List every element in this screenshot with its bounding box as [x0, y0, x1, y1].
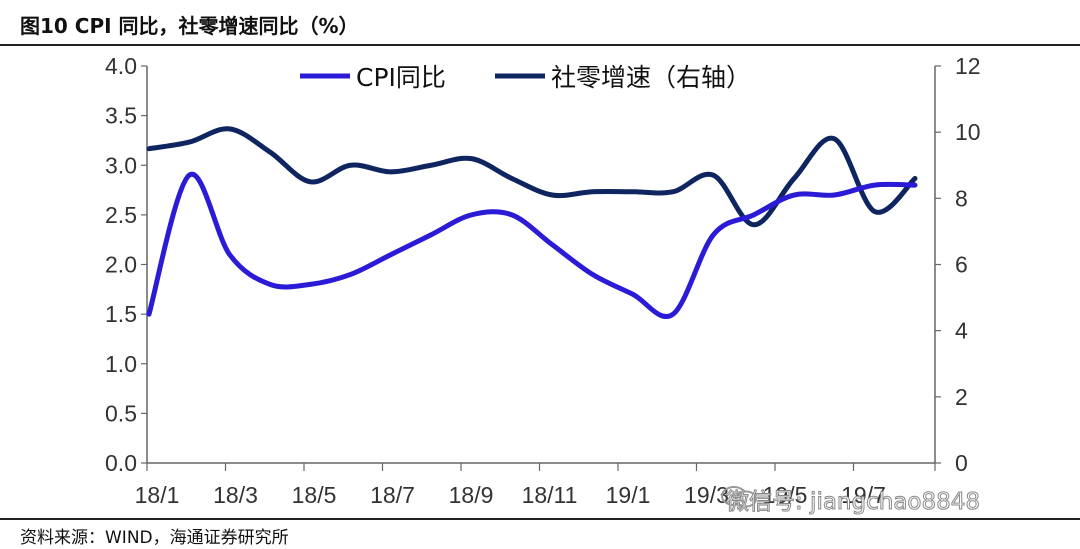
x-tick-label: 18/5	[292, 482, 337, 508]
x-tick-label: 18/1	[135, 482, 180, 508]
chart-title: 图10 CPI 同比，社零增速同比（%）	[20, 14, 359, 38]
bottom-divider	[0, 518, 1080, 520]
y-right-tick-label: 10	[955, 119, 981, 145]
x-tick-label: 19/7	[841, 482, 886, 508]
y-left-tick-label: 4.0	[105, 53, 137, 79]
y-left-tick-label: 1.0	[105, 351, 137, 377]
y-right-tick-label: 2	[955, 384, 968, 410]
x-tick-label: 19/5	[763, 482, 808, 508]
series-group	[146, 126, 918, 319]
y-right-tick-label: 6	[955, 252, 968, 278]
legend-label-retail: 社零增速（右轴）	[551, 63, 751, 92]
series-line-retail-sales	[146, 126, 918, 228]
y-left-tick-label: 2.5	[105, 202, 137, 228]
x-tick-label: 19/1	[606, 482, 651, 508]
y-left-tick-label: 3.0	[105, 152, 137, 178]
y-right-tick-label: 0	[955, 450, 968, 476]
title-bar: 图10 CPI 同比，社零增速同比（%）	[0, 0, 1080, 44]
y-right-tick-label: 4	[955, 318, 968, 344]
series-line-cpi	[146, 171, 918, 319]
watermark-text: 微信号: jiangchao8848	[725, 489, 981, 516]
line-chart: 0.0 0.5 1.0 1.5 2.0 2.5 3.0 3.5 4.0 0 2 4 6 8 10 12 18/1…	[105, 53, 981, 508]
y-left-tick-label: 0.5	[105, 400, 137, 426]
y-left-tick-label: 3.5	[105, 103, 137, 129]
x-tick-label: 18/9	[449, 482, 494, 508]
y-right-tick-label: 12	[955, 53, 981, 79]
y-left-tick-label: 0.0	[105, 450, 137, 476]
top-divider	[0, 44, 1080, 46]
y-right-tick-label: 8	[955, 185, 968, 211]
x-tick-label: 18/11	[522, 482, 578, 508]
wechat-icon	[720, 484, 760, 510]
source-note: 资料来源：WIND，海通证券研究所	[20, 528, 289, 548]
y-left-tick-label: 1.5	[105, 301, 137, 327]
y-left-tick-label: 2.0	[105, 252, 137, 278]
x-tick-label: 18/7	[370, 482, 415, 508]
legend-label-cpi: CPI同比	[356, 63, 446, 92]
x-tick-label: 18/3	[213, 482, 258, 508]
legend: CPI同比 社零增速（右轴）	[300, 63, 751, 92]
axes-group: 0.0 0.5 1.0 1.5 2.0 2.5 3.0 3.5 4.0 0 2 4 6 8 10 12 18/1…	[105, 53, 981, 508]
